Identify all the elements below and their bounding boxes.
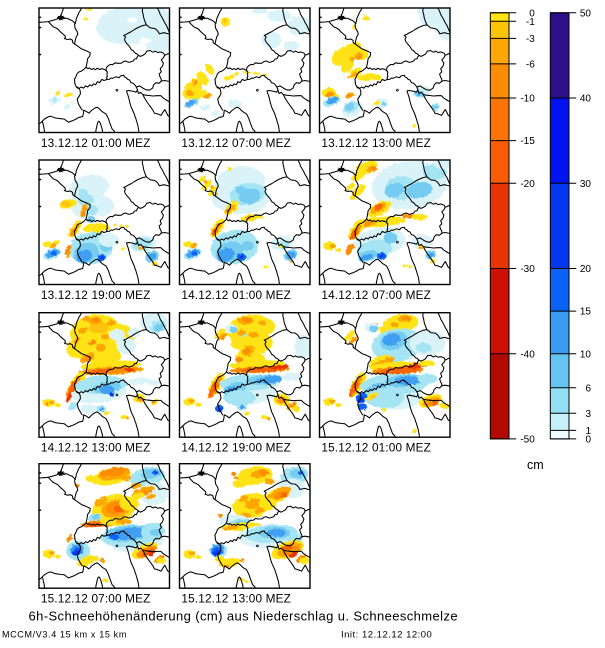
svg-text:-10: -10: [520, 94, 535, 105]
svg-text:1: 1: [585, 426, 591, 437]
svg-text:3: 3: [585, 409, 591, 420]
svg-text:13.12.12 19:00 MEZ: 13.12.12 19:00 MEZ: [41, 288, 151, 302]
svg-text:-6: -6: [526, 60, 535, 71]
svg-text:14.12.12 19:00 MEZ: 14.12.12 19:00 MEZ: [181, 441, 291, 455]
svg-text:15: 15: [580, 307, 592, 318]
svg-text:6: 6: [585, 383, 591, 394]
svg-text:Init: 12.12.12 12:00: Init: 12.12.12 12:00: [341, 630, 432, 641]
svg-text:-40: -40: [520, 349, 535, 360]
svg-text:13.12.12 01:00 MEZ: 13.12.12 01:00 MEZ: [41, 136, 151, 150]
svg-text:MCCM/V3.4 15 km x 15 km: MCCM/V3.4 15 km x 15 km: [2, 630, 127, 640]
svg-text:30: 30: [580, 179, 592, 190]
svg-text:0: 0: [585, 435, 591, 446]
svg-text:-20: -20: [520, 179, 535, 190]
svg-text:-50: -50: [520, 435, 535, 446]
svg-text:14.12.12 13:00 MEZ: 14.12.12 13:00 MEZ: [41, 441, 151, 455]
svg-text:-30: -30: [520, 264, 535, 275]
svg-text:50: 50: [580, 8, 592, 19]
svg-text:15.12.12 13:00 MEZ: 15.12.12 13:00 MEZ: [181, 592, 291, 606]
svg-text:cm: cm: [527, 458, 544, 472]
svg-text:-3: -3: [526, 34, 535, 45]
svg-text:20: 20: [580, 264, 592, 275]
svg-text:15.12.12 07:00 MEZ: 15.12.12 07:00 MEZ: [41, 592, 151, 606]
svg-text:10: 10: [580, 349, 592, 360]
svg-text:14.12.12 07:00 MEZ: 14.12.12 07:00 MEZ: [321, 288, 431, 302]
svg-text:40: 40: [580, 94, 592, 105]
svg-text:13.12.12 13:00 MEZ: 13.12.12 13:00 MEZ: [321, 136, 431, 150]
svg-text:13.12.12 07:00 MEZ: 13.12.12 07:00 MEZ: [181, 136, 291, 150]
svg-text:6h-Schneehöhenänderung (cm) au: 6h-Schneehöhenänderung (cm) aus Niedersc…: [29, 609, 459, 624]
svg-text:-15: -15: [520, 136, 535, 147]
svg-text:0: 0: [529, 8, 535, 19]
svg-text:15.12.12 01:00 MEZ: 15.12.12 01:00 MEZ: [321, 441, 431, 455]
svg-text:14.12.12 01:00 MEZ: 14.12.12 01:00 MEZ: [181, 288, 291, 302]
svg-text:-1: -1: [526, 17, 535, 28]
